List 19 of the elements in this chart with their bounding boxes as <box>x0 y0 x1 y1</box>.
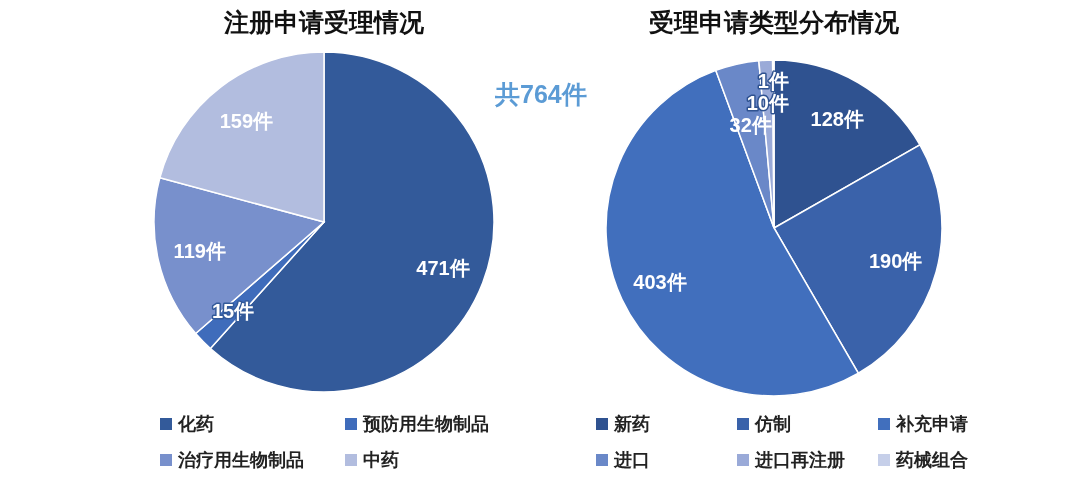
data-label: 403件 <box>633 270 687 293</box>
legend-label: 治疗用生物制品 <box>178 449 304 472</box>
data-label: 471件 <box>416 256 470 279</box>
legend-label: 中药 <box>363 449 399 472</box>
data-label: 128件 <box>810 108 864 131</box>
data-label: 119件 <box>173 239 226 262</box>
data-label: 190件 <box>868 249 923 272</box>
text: 共764件 <box>495 79 587 110</box>
legend-label: 预防用生物制品 <box>363 413 489 436</box>
data-label: 159件 <box>219 109 274 132</box>
legend-label: 新药 <box>614 413 650 436</box>
legend-label: 进口 <box>614 449 650 472</box>
legend-label: 补充申请 <box>896 413 968 436</box>
chart-title: 注册申请受理情况 <box>223 7 425 38</box>
legend-label: 仿制 <box>755 413 791 436</box>
legend-label: 化药 <box>178 413 214 436</box>
chart-title: 受理申请类型分布情况 <box>648 7 900 38</box>
legend-label: 进口再注册 <box>755 449 845 472</box>
legend-label: 药械组合 <box>896 449 968 472</box>
